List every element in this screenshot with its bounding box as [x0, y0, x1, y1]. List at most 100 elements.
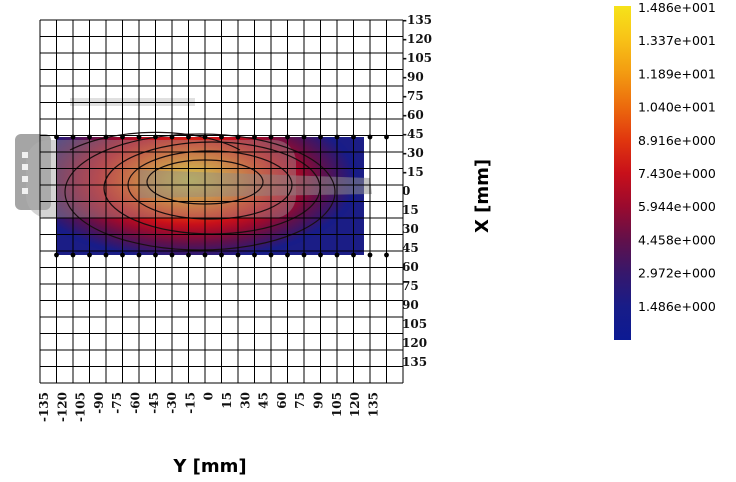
- x-tick-label: 15: [402, 203, 419, 217]
- colorbar-label: 2.972e+000: [638, 266, 716, 281]
- colorbar-label: 7.430e+000: [638, 166, 716, 181]
- x-tick-label: 105: [402, 317, 427, 331]
- grid-node-marker: [367, 134, 373, 140]
- grid-node-marker: [235, 252, 241, 258]
- x-tick-label: -90: [402, 70, 424, 84]
- grid-node-marker: [202, 252, 208, 258]
- x-tick-label: 0: [402, 184, 410, 198]
- y-axis-tick-labels: -135 -120 -105 -90 -75 -60 -45 -30 -15 0 15 30 45 60 7…: [37, 392, 380, 422]
- x-tick-label: -30: [402, 146, 424, 160]
- y-tick-label: 60: [275, 392, 289, 409]
- grid-node-markers: [54, 134, 389, 258]
- contour-line: [64, 133, 336, 251]
- grid-node-marker: [169, 252, 175, 258]
- grid-node-marker: [136, 252, 142, 258]
- grid-node-marker: [334, 134, 340, 140]
- grid-node-marker: [87, 252, 92, 258]
- grid-node-marker: [54, 134, 59, 140]
- colorbar-label: 1.040e+001: [638, 100, 716, 115]
- colorbar-label: 1.486e+001: [638, 0, 716, 15]
- y-tick-label: 45: [257, 392, 271, 409]
- grid-node-marker: [219, 134, 224, 140]
- grid-node-marker: [334, 252, 340, 258]
- x-tick-label: 60: [402, 260, 419, 274]
- grid-node-marker: [87, 134, 92, 140]
- x-tick-label: -135: [402, 13, 432, 27]
- horizontal-axis-title: Y [mm]: [172, 456, 246, 477]
- grid-node-marker: [318, 252, 323, 258]
- grid-node-marker: [202, 134, 208, 140]
- colorbar-label: 1.337e+001: [638, 33, 716, 48]
- grid-node-marker: [351, 134, 356, 140]
- y-tick-label: -30: [165, 392, 179, 414]
- x-tick-label: 75: [402, 279, 419, 293]
- grid-node-marker: [384, 252, 389, 258]
- grid-node-marker: [285, 134, 290, 140]
- vertical-axis-title: X [mm]: [472, 159, 493, 233]
- grid-node-marker: [169, 134, 175, 140]
- x-tick-label: -45: [402, 127, 424, 141]
- grid-node-marker: [301, 134, 307, 140]
- grid-node-marker: [318, 134, 323, 140]
- colorbar-labels: 1.486e+001 1.337e+001 1.189e+001 1.040e+001…: [638, 0, 716, 314]
- grid-node-marker: [136, 134, 142, 140]
- colorbar: 1.486e+001 1.337e+001 1.189e+001 1.040e+001…: [614, 0, 716, 340]
- x-tick-label: -60: [402, 108, 424, 122]
- grid-node-marker: [153, 134, 158, 140]
- grid-node-marker: [351, 252, 356, 258]
- y-tick-label: 135: [366, 392, 380, 417]
- y-tick-label: 120: [348, 392, 362, 417]
- y-tick-label: -15: [183, 392, 197, 414]
- colorbar-label: 5.944e+000: [638, 199, 716, 214]
- x-tick-label: -105: [402, 51, 432, 65]
- grid-node-marker: [54, 252, 59, 258]
- y-tick-label: 105: [330, 392, 344, 417]
- grid-node-marker: [70, 134, 76, 140]
- grid-node-marker: [186, 252, 191, 258]
- grid-node-marker: [301, 252, 307, 258]
- y-tick-label: -135: [37, 392, 51, 422]
- y-tick-label: -75: [110, 392, 124, 414]
- x-tick-label: 90: [402, 298, 419, 312]
- grid-node-marker: [186, 134, 191, 140]
- grid-node-marker: [219, 252, 224, 258]
- grid-node-marker: [153, 252, 158, 258]
- y-tick-label: -105: [74, 392, 88, 422]
- y-tick-label: 90: [312, 392, 326, 409]
- y-tick-label: 75: [293, 392, 307, 409]
- y-tick-label: 30: [238, 392, 252, 409]
- x-tick-label: -15: [402, 165, 424, 179]
- colorbar-gradient: [614, 6, 631, 340]
- grid-node-marker: [120, 134, 125, 140]
- y-tick-label: 15: [220, 392, 234, 409]
- grid-node-marker: [252, 252, 257, 258]
- y-tick-label: -45: [147, 392, 161, 414]
- grid-node-marker: [235, 134, 241, 140]
- x-tick-label: 30: [402, 222, 419, 236]
- grid-node-marker: [120, 252, 125, 258]
- grid-node-marker: [103, 134, 109, 140]
- grid-node-marker: [285, 252, 290, 258]
- grid-node-marker: [384, 134, 389, 140]
- x-tick-label: 45: [402, 241, 419, 255]
- grid-node-marker: [268, 134, 274, 140]
- plot-grid: [39, 19, 404, 384]
- grid-node-marker: [70, 252, 76, 258]
- x-tick-label: -120: [402, 32, 432, 46]
- grid-node-marker: [252, 134, 257, 140]
- colorbar-label: 1.486e+000: [638, 299, 716, 314]
- grid-node-marker: [103, 252, 109, 258]
- y-tick-label: -120: [55, 392, 69, 422]
- grid-node-marker: [367, 252, 373, 258]
- colorbar-label: 1.189e+001: [638, 66, 716, 81]
- x-axis-tick-labels: -135 -120 -105 -90 -75 -60 -45 -30 -15 0 15 30 45 60 7…: [402, 13, 432, 369]
- x-tick-label: -75: [402, 89, 424, 103]
- colorbar-label: 4.458e+000: [638, 232, 716, 247]
- colorbar-label: 8.916e+000: [638, 133, 716, 148]
- y-tick-label: 0: [202, 392, 216, 400]
- x-tick-label: 135: [402, 355, 427, 369]
- x-tick-label: 120: [402, 336, 427, 350]
- grid-node-marker: [268, 252, 274, 258]
- y-tick-label: -60: [129, 392, 143, 414]
